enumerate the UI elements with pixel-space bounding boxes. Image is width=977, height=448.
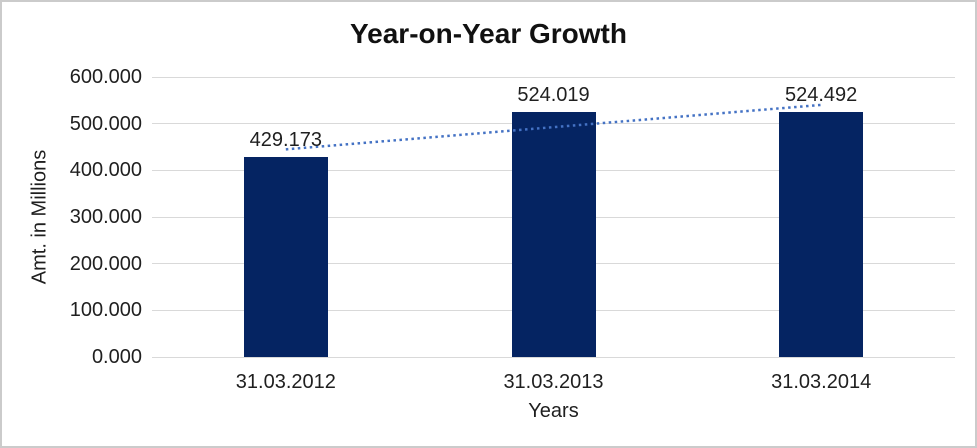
- x-axis-title: Years: [528, 400, 579, 422]
- y-tick-label: 500.000: [69, 112, 142, 135]
- y-tick-label: 100.000: [69, 299, 142, 322]
- x-tick-label: 31.03.2013: [503, 371, 604, 393]
- y-tick-label: 400.000: [69, 159, 142, 182]
- bar: [243, 156, 328, 357]
- y-tick-label: 200.000: [69, 252, 142, 275]
- x-tick-label: 31.03.2014: [771, 371, 872, 393]
- gridline: [152, 76, 955, 78]
- bar: [779, 112, 864, 357]
- y-tick-label: 300.000: [69, 206, 142, 228]
- data-label: 524.019: [517, 84, 590, 107]
- bar: [511, 112, 596, 357]
- gridline: [152, 356, 955, 358]
- chart-title: Year-on-Year Growth: [350, 18, 627, 49]
- y-tick-label: 0.000: [91, 346, 142, 368]
- data-label: 524.492: [785, 84, 858, 107]
- y-tick-label: 600.000: [69, 66, 142, 88]
- data-label: 429.173: [249, 128, 322, 151]
- x-tick-label: 31.03.2012: [235, 371, 336, 393]
